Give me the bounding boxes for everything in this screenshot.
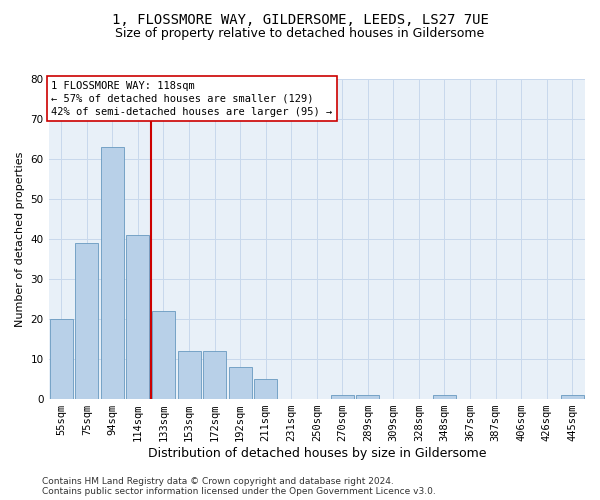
- Bar: [229, 367, 251, 399]
- Bar: [152, 311, 175, 399]
- Bar: [178, 351, 200, 399]
- Bar: [203, 351, 226, 399]
- Text: Contains public sector information licensed under the Open Government Licence v3: Contains public sector information licen…: [42, 487, 436, 496]
- Bar: [127, 235, 149, 399]
- Bar: [561, 395, 584, 399]
- X-axis label: Distribution of detached houses by size in Gildersome: Distribution of detached houses by size …: [148, 447, 486, 460]
- Bar: [433, 395, 456, 399]
- Text: 1, FLOSSMORE WAY, GILDERSOME, LEEDS, LS27 7UE: 1, FLOSSMORE WAY, GILDERSOME, LEEDS, LS2…: [112, 12, 488, 26]
- Bar: [50, 319, 73, 399]
- Text: Size of property relative to detached houses in Gildersome: Size of property relative to detached ho…: [115, 28, 485, 40]
- Bar: [76, 243, 98, 399]
- Bar: [254, 379, 277, 399]
- Bar: [356, 395, 379, 399]
- Text: Contains HM Land Registry data © Crown copyright and database right 2024.: Contains HM Land Registry data © Crown c…: [42, 477, 394, 486]
- Y-axis label: Number of detached properties: Number of detached properties: [15, 152, 25, 326]
- Bar: [101, 147, 124, 399]
- Text: 1 FLOSSMORE WAY: 118sqm
← 57% of detached houses are smaller (129)
42% of semi-d: 1 FLOSSMORE WAY: 118sqm ← 57% of detache…: [51, 80, 332, 117]
- Bar: [331, 395, 354, 399]
